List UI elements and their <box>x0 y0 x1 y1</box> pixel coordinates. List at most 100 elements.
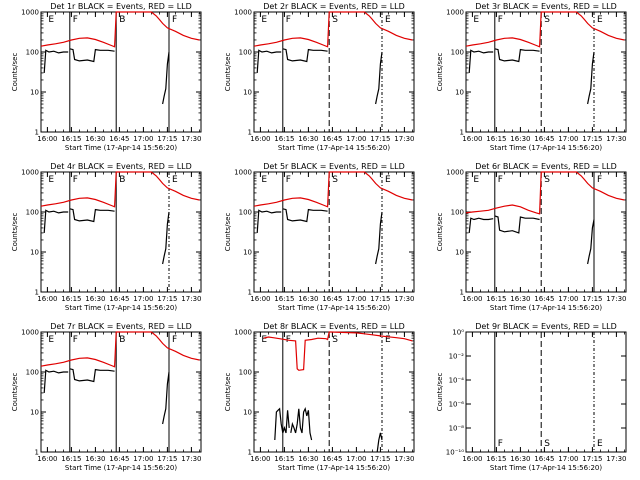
x-tick-label: 16:30 <box>298 135 318 143</box>
x-tick-label: 16:45 <box>109 295 129 303</box>
plot-frame <box>253 331 415 453</box>
events-series-line <box>69 368 115 383</box>
x-tick-label: 16:00 <box>37 135 57 143</box>
panel-title: Det 9r BLACK = Events, RED = LLD <box>475 322 617 331</box>
x-tick-label: 16:15 <box>486 455 506 463</box>
events-series-line <box>69 208 115 223</box>
events-series-line <box>43 209 69 233</box>
x-tick-label: 16:00 <box>462 135 482 143</box>
flag-label: F <box>73 335 78 345</box>
x-axis-label: Start Time (17-Apr-14 15:56:20) <box>490 144 602 152</box>
flag-label: E <box>385 335 391 345</box>
y-axis-label: Counts/sec <box>436 53 444 92</box>
flag-label: B <box>119 175 125 185</box>
y-tick-label: 1 <box>35 129 39 137</box>
y-tick-label: 10⁻⁶ <box>449 401 465 409</box>
events-series-line <box>468 49 494 73</box>
flag-label: F <box>286 175 291 185</box>
x-tick-label: 16:45 <box>322 455 342 463</box>
y-tick-label: 100 <box>451 209 464 217</box>
lld-series-line <box>465 171 625 215</box>
panel-det-4: Det 4r BLACK = Events, RED = LLD 1 10 100 10… <box>11 162 202 312</box>
flag-label: F <box>73 15 78 25</box>
x-axis-label: Start Time (17-Apr-14 15:56:20) <box>65 304 177 312</box>
flag-label: F <box>286 15 291 25</box>
lld-series-line <box>465 11 625 48</box>
flag-label: E <box>48 15 54 25</box>
plot-frame <box>40 11 202 133</box>
x-tick-label: 17:00 <box>558 295 578 303</box>
x-tick-label: 16:30 <box>85 455 105 463</box>
panel-det-3: Det 3r BLACK = Events, RED = LLD 1 10 100 10… <box>436 2 627 152</box>
x-tick-label: 16:45 <box>534 455 554 463</box>
x-tick-label: 16:00 <box>250 135 270 143</box>
x-tick-label: 17:00 <box>346 135 366 143</box>
y-axis-label: Counts/sec <box>11 53 19 92</box>
x-axis-label: Start Time (17-Apr-14 15:56:20) <box>65 144 177 152</box>
x-axis-label: Start Time (17-Apr-14 15:56:20) <box>278 464 390 472</box>
y-tick-label: 1 <box>35 289 39 297</box>
events-series-line <box>43 49 69 73</box>
flag-label: B <box>119 15 125 25</box>
x-tick-label: 17:00 <box>558 455 578 463</box>
events-series-line <box>290 407 313 441</box>
events-series-line <box>162 211 170 265</box>
events-series-line <box>376 432 383 453</box>
events-series-line <box>494 48 540 63</box>
panel-title: Det 6r BLACK = Events, RED = LLD <box>475 162 617 171</box>
y-tick-label: 100 <box>451 49 464 57</box>
panel-det-8: Det 8r BLACK = Events, RED = LLD 1 10 100 10… <box>224 322 415 472</box>
lld-series-line <box>40 171 200 208</box>
x-tick-label: 17:00 <box>133 455 153 463</box>
x-tick-label: 17:00 <box>133 295 153 303</box>
y-tick-label: 10⁻⁴ <box>449 377 465 385</box>
y-tick-label: 10 <box>243 89 252 97</box>
flag-label: E <box>597 439 603 449</box>
flag-label: E <box>48 175 54 185</box>
flag-label: E <box>172 175 178 185</box>
panel-title: Det 7r BLACK = Events, RED = LLD <box>50 322 192 331</box>
flag-label: B <box>119 335 125 345</box>
x-tick-label: 17:30 <box>394 135 414 143</box>
x-tick-label: 16:30 <box>298 455 318 463</box>
events-series-line <box>587 219 595 265</box>
x-axis-label: Start Time (17-Apr-14 15:56:20) <box>65 464 177 472</box>
y-tick-label: 10 <box>455 249 464 257</box>
y-axis-label: Counts/sec <box>224 53 232 92</box>
flag-label: F <box>498 15 503 25</box>
y-axis-label: Counts/sec <box>11 373 19 412</box>
x-tick-label: 16:30 <box>510 295 530 303</box>
x-tick-label: 16:45 <box>109 455 129 463</box>
plot-frame <box>465 171 627 293</box>
events-series-line <box>282 48 328 63</box>
flag-label: E <box>261 15 267 25</box>
y-tick-label: 1 <box>248 449 252 457</box>
x-tick-label: 16:45 <box>322 295 342 303</box>
panel-det-9: Det 9r BLACK = Events, RED = LLD 10⁻¹⁰ 10⁻… <box>436 322 627 472</box>
x-axis-label: Start Time (17-Apr-14 15:56:20) <box>278 304 390 312</box>
x-tick-label: 17:30 <box>181 135 201 143</box>
flag-label: S <box>544 175 550 185</box>
x-tick-label: 16:45 <box>534 135 554 143</box>
events-series-line <box>256 209 282 233</box>
y-tick-label: 1000 <box>21 9 39 17</box>
x-tick-label: 16:00 <box>462 455 482 463</box>
x-tick-label: 17:15 <box>582 135 602 143</box>
x-tick-label: 17:30 <box>181 455 201 463</box>
y-tick-label: 10 <box>243 249 252 257</box>
flag-label: E <box>385 175 391 185</box>
y-tick-label: 10 <box>30 409 39 417</box>
events-series-line <box>375 51 383 105</box>
x-tick-label: 17:15 <box>157 295 177 303</box>
x-tick-label: 17:00 <box>558 135 578 143</box>
lld-series-line <box>253 171 413 208</box>
events-series-line <box>375 211 383 265</box>
y-tick-label: 1000 <box>21 329 39 337</box>
x-tick-label: 17:15 <box>370 295 390 303</box>
x-tick-label: 16:15 <box>274 135 294 143</box>
panel-title: Det 3r BLACK = Events, RED = LLD <box>475 2 617 11</box>
x-tick-label: 16:30 <box>85 295 105 303</box>
x-tick-label: 16:45 <box>534 295 554 303</box>
x-tick-label: 16:45 <box>109 135 129 143</box>
